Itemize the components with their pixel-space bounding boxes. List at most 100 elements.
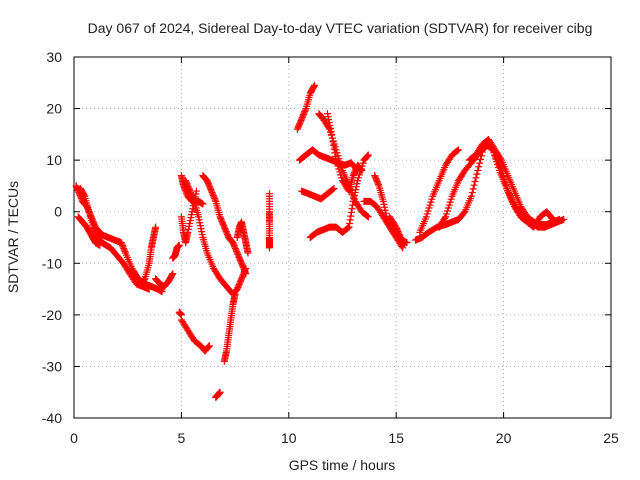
data-point-track-v	[328, 130, 336, 138]
data-point-track-z	[400, 238, 408, 246]
data-point-track-k	[207, 186, 215, 194]
data-point-track-y	[381, 206, 389, 214]
data-point-track-b	[90, 225, 98, 233]
data-point-track-k	[217, 216, 225, 224]
data-point-track-w	[352, 183, 360, 191]
data-point-track-w	[352, 186, 360, 194]
data-point-track-a	[117, 239, 125, 247]
data-point-track-k	[204, 178, 212, 186]
data-point-track-y	[373, 176, 381, 184]
data-point-track-i	[192, 187, 200, 195]
data-point-track-j	[186, 187, 194, 195]
data-point-track-a	[120, 245, 128, 253]
data-point-track-w	[350, 194, 358, 202]
data-point-track-w	[354, 174, 362, 182]
data-point-track-j	[238, 273, 246, 281]
data-point-track-a	[118, 242, 126, 250]
data-point-track-d	[140, 275, 148, 283]
data-point-track-w	[346, 216, 354, 224]
data-point-track-q	[301, 106, 309, 114]
x-axis-label: GPS time / hours	[289, 457, 396, 473]
data-point-track-b	[80, 191, 88, 199]
data-point-track-aa	[467, 192, 475, 200]
data-point-track-aa	[471, 178, 479, 186]
data-point-track-ab	[426, 201, 434, 209]
data-point-track-k	[239, 262, 247, 270]
data-point-track-w	[357, 165, 365, 173]
data-point-track-k	[223, 229, 231, 237]
data-point-track-y	[382, 209, 390, 217]
x-tick-label: 10	[281, 430, 297, 446]
data-point-track-k	[223, 231, 231, 239]
data-point-track-w	[351, 189, 359, 197]
data-point-track-j	[189, 194, 197, 202]
data-point-track-z	[394, 228, 402, 236]
data-point-track-j	[197, 225, 205, 233]
data-point-track-z	[401, 239, 409, 247]
data-point-track-s	[330, 185, 338, 193]
data-point-track-w	[359, 159, 367, 167]
data-point-track-y	[381, 203, 389, 211]
data-point-track-v	[329, 138, 337, 146]
data-point-track-z	[392, 223, 400, 231]
data-point-track-ab	[425, 204, 433, 212]
data-point-track-ac	[447, 195, 455, 203]
data-point-track-h	[199, 200, 207, 208]
data-point-track-m	[216, 388, 224, 396]
data-point-track-k	[232, 246, 240, 254]
data-point-track-z	[393, 225, 401, 233]
data-point-track-l	[205, 343, 213, 351]
data-point-track-j	[237, 276, 245, 284]
data-point-track-j	[187, 190, 195, 198]
data-point-track-ae	[560, 215, 568, 223]
data-point-track-x	[398, 242, 406, 250]
data-point-track-w	[356, 168, 364, 176]
data-point-track-j	[188, 192, 196, 200]
data-point-track-v	[327, 124, 335, 132]
data-point-track-a	[121, 247, 129, 255]
data-point-track-j	[234, 284, 242, 292]
data-point-track-w	[358, 162, 366, 170]
data-point-track-k	[234, 250, 242, 258]
data-point-track-k	[210, 193, 218, 201]
data-point-track-j	[184, 181, 192, 189]
data-point-track-ac	[441, 214, 449, 222]
data-point-track-aa	[468, 189, 476, 197]
data-point-track-w	[364, 152, 372, 160]
data-point-track-ac	[445, 201, 453, 209]
data-point-track-k	[236, 255, 244, 263]
data-point-track-l	[204, 343, 212, 351]
data-point-track-k	[208, 189, 216, 197]
data-point-track-ab	[454, 146, 462, 154]
data-point-track-ac	[443, 210, 451, 218]
data-point-track-q	[295, 122, 303, 130]
data-point-track-j	[183, 180, 191, 188]
data-point-track-j	[182, 177, 190, 185]
data-point-track-k	[211, 194, 219, 202]
data-point-track-q	[298, 115, 306, 123]
data-point-track-j	[196, 219, 204, 227]
data-point-track-k	[209, 192, 217, 200]
data-point-track-aa	[475, 163, 483, 171]
data-point-track-aa	[469, 185, 477, 193]
data-point-track-w	[350, 192, 358, 200]
data-point-track-af	[499, 172, 507, 180]
data-point-track-t	[364, 213, 372, 221]
data-point-track-e	[169, 270, 177, 278]
data-point-track-y	[371, 173, 379, 181]
data-point-track-ae	[488, 145, 496, 153]
data-point-track-j	[188, 193, 196, 201]
data-point-track-i	[188, 211, 196, 219]
data-point-track-v	[325, 119, 333, 127]
data-point-track-k	[221, 225, 229, 233]
data-point-track-q	[311, 81, 319, 89]
data-point-track-j	[234, 282, 242, 290]
data-point-track-af	[498, 169, 506, 177]
data-point-track-y	[373, 178, 381, 186]
data-point-track-k	[239, 264, 247, 272]
data-point-track-ab	[428, 195, 436, 203]
data-point-track-y	[374, 180, 382, 188]
y-tick-label: 10	[46, 152, 62, 168]
data-point-track-v	[351, 167, 359, 175]
data-point-track-w	[345, 223, 353, 231]
